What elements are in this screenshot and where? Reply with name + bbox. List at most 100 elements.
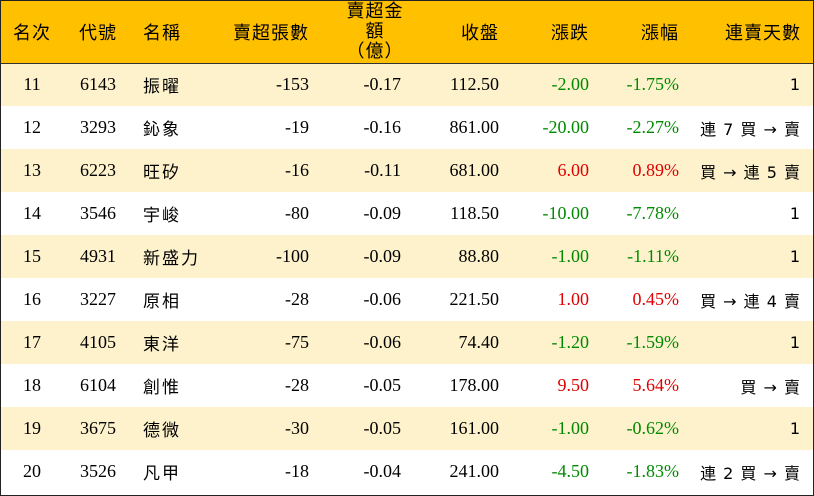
code-cell: 4931 [63, 235, 133, 278]
table-row: 11 6143 振曜 -153 -0.17 112.50 -2.00 -1.75% 1 [1, 63, 813, 106]
pct-cell: -2.27% [595, 106, 685, 149]
streak-cell: 1 [685, 192, 813, 235]
close-cell: 681.00 [415, 149, 505, 192]
change-cell: -10.00 [505, 192, 595, 235]
close-cell: 161.00 [415, 407, 505, 450]
net-lots-cell: -153 [225, 63, 315, 106]
change-cell: -2.00 [505, 63, 595, 106]
streak-cell: 買 → 連 5 賣 [685, 149, 813, 192]
code-cell: 4105 [63, 321, 133, 364]
net-lots-cell: -28 [225, 278, 315, 321]
change-cell: -1.00 [505, 235, 595, 278]
header-net-amount-line1: 賣超金額 [346, 0, 404, 42]
table-body: 11 6143 振曜 -153 -0.17 112.50 -2.00 -1.75% 1 12 329… [1, 63, 813, 493]
rank-cell: 15 [1, 235, 63, 278]
pct-cell: -1.75% [595, 63, 685, 106]
streak-cell: 1 [685, 63, 813, 106]
rank-cell: 11 [1, 63, 63, 106]
name-cell: 創惟 [133, 364, 225, 407]
pct-cell: 0.45% [595, 278, 685, 321]
net-amount-cell: -0.06 [315, 278, 415, 321]
change-cell: -4.50 [505, 450, 595, 493]
header-streak: 連賣天數 [685, 1, 813, 64]
net-amount-cell: -0.05 [315, 364, 415, 407]
table-row: 16 3227 原相 -28 -0.06 221.50 1.00 0.45% 買 → 連 4 賣 [1, 278, 813, 321]
table-row: 15 4931 新盛力 -100 -0.09 88.80 -1.00 -1.11% 1 [1, 235, 813, 278]
name-cell: 凡甲 [133, 450, 225, 493]
table-row: 14 3546 宇峻 -80 -0.09 118.50 -10.00 -7.78% 1 [1, 192, 813, 235]
name-cell: 振曜 [133, 63, 225, 106]
close-cell: 241.00 [415, 450, 505, 493]
pct-cell: -1.83% [595, 450, 685, 493]
code-cell: 3293 [63, 106, 133, 149]
pct-cell: -7.78% [595, 192, 685, 235]
pct-cell: -1.59% [595, 321, 685, 364]
close-cell: 112.50 [415, 63, 505, 106]
streak-cell: 1 [685, 321, 813, 364]
net-amount-cell: -0.04 [315, 450, 415, 493]
close-cell: 861.00 [415, 106, 505, 149]
net-lots-cell: -28 [225, 364, 315, 407]
change-cell: -20.00 [505, 106, 595, 149]
table-row: 13 6223 旺矽 -16 -0.11 681.00 6.00 0.89% 買 → 連 5 賣 [1, 149, 813, 192]
pct-cell: 0.89% [595, 149, 685, 192]
header-pct: 漲幅 [595, 1, 685, 64]
change-cell: 9.50 [505, 364, 595, 407]
name-cell: 原相 [133, 278, 225, 321]
code-cell: 3526 [63, 450, 133, 493]
streak-cell: 買 → 賣 [685, 364, 813, 407]
code-cell: 3227 [63, 278, 133, 321]
table-row: 18 6104 創惟 -28 -0.05 178.00 9.50 5.64% 買 → 賣 [1, 364, 813, 407]
header-close: 收盤 [415, 1, 505, 64]
streak-cell: 連 2 買 → 賣 [685, 450, 813, 493]
net-amount-cell: -0.09 [315, 192, 415, 235]
change-cell: 6.00 [505, 149, 595, 192]
net-amount-cell: -0.16 [315, 106, 415, 149]
header-code: 代號 [63, 1, 133, 64]
streak-cell: 連 7 買 → 賣 [685, 106, 813, 149]
change-cell: -1.20 [505, 321, 595, 364]
close-cell: 118.50 [415, 192, 505, 235]
net-lots-cell: -16 [225, 149, 315, 192]
table-row: 20 3526 凡甲 -18 -0.04 241.00 -4.50 -1.83% 連 2 買 →… [1, 450, 813, 493]
net-amount-cell: -0.09 [315, 235, 415, 278]
pct-cell: -0.62% [595, 407, 685, 450]
net-amount-cell: -0.06 [315, 321, 415, 364]
rank-cell: 20 [1, 450, 63, 493]
net-amount-cell: -0.11 [315, 149, 415, 192]
net-lots-cell: -100 [225, 235, 315, 278]
change-cell: -1.00 [505, 407, 595, 450]
net-amount-cell: -0.05 [315, 407, 415, 450]
net-lots-cell: -30 [225, 407, 315, 450]
net-lots-cell: -75 [225, 321, 315, 364]
table-row: 19 3675 德微 -30 -0.05 161.00 -1.00 -0.62% 1 [1, 407, 813, 450]
streak-cell: 1 [685, 407, 813, 450]
rank-cell: 18 [1, 364, 63, 407]
table-row: 12 3293 鈊象 -19 -0.16 861.00 -20.00 -2.27% 連 7 買 … [1, 106, 813, 149]
table-row: 17 4105 東洋 -75 -0.06 74.40 -1.20 -1.59% 1 [1, 321, 813, 364]
table-header: 名次 代號 名稱 賣超張數 賣超金額 （億） 收盤 漲跌 漲幅 連賣天數 [1, 0, 813, 64]
streak-cell: 買 → 連 4 賣 [685, 278, 813, 321]
rank-cell: 16 [1, 278, 63, 321]
code-cell: 6223 [63, 149, 133, 192]
close-cell: 221.50 [415, 278, 505, 321]
code-cell: 6143 [63, 63, 133, 106]
name-cell: 東洋 [133, 321, 225, 364]
name-cell: 宇峻 [133, 192, 225, 235]
net-lots-cell: -19 [225, 106, 315, 149]
pct-cell: -1.11% [595, 235, 685, 278]
header-rank: 名次 [1, 1, 63, 64]
net-amount-cell: -0.17 [315, 63, 415, 106]
close-cell: 88.80 [415, 235, 505, 278]
header-name: 名稱 [133, 1, 225, 64]
pct-cell: 5.64% [595, 364, 685, 407]
code-cell: 3675 [63, 407, 133, 450]
header-change: 漲跌 [505, 1, 595, 64]
rank-cell: 13 [1, 149, 63, 192]
change-cell: 1.00 [505, 278, 595, 321]
name-cell: 鈊象 [133, 106, 225, 149]
name-cell: 旺矽 [133, 149, 225, 192]
rank-cell: 17 [1, 321, 63, 364]
header-net-lots: 賣超張數 [225, 1, 315, 64]
